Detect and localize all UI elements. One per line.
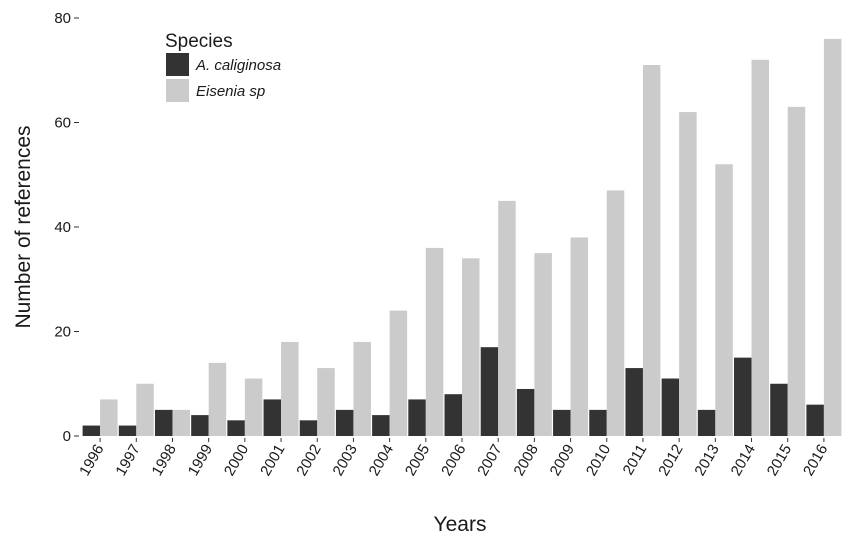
bar-a-caliginosa-2007 — [481, 347, 499, 436]
x-tick-label-2009: 2009 — [547, 442, 578, 479]
x-tick-label-2015: 2015 — [764, 442, 795, 479]
bar-eisenia-sp-2016 — [824, 39, 842, 436]
x-tick-label-2004: 2004 — [366, 442, 397, 479]
bar-a-caliginosa-2000 — [227, 420, 245, 436]
bar-a-caliginosa-2002 — [300, 420, 318, 436]
legend-title: Species — [165, 31, 233, 52]
y-tick-label-80: 80 — [54, 10, 71, 27]
bar-a-caliginosa-2003 — [336, 410, 354, 436]
bar-a-caliginosa-2006 — [445, 394, 463, 436]
x-axis-title: Years — [434, 513, 487, 536]
bar-eisenia-sp-2009 — [571, 237, 589, 436]
bar-a-caliginosa-1996 — [83, 426, 101, 436]
bar-eisenia-sp-2014 — [752, 60, 770, 436]
bar-eisenia-sp-2007 — [498, 201, 516, 436]
bar-eisenia-sp-2002 — [317, 368, 335, 436]
x-tick-label-2001: 2001 — [257, 442, 288, 479]
x-tick-label-2000: 2000 — [221, 442, 252, 479]
bar-eisenia-sp-2015 — [788, 107, 806, 436]
bar-eisenia-sp-1997 — [136, 384, 154, 436]
y-tick-label-40: 40 — [54, 219, 71, 236]
bar-a-caliginosa-2004 — [372, 415, 390, 436]
bar-eisenia-sp-2010 — [607, 190, 625, 436]
bar-a-caliginosa-1998 — [155, 410, 173, 436]
x-tick-label-2011: 2011 — [620, 442, 651, 478]
x-tick-label-2005: 2005 — [402, 442, 433, 479]
bar-eisenia-sp-2003 — [353, 342, 371, 436]
bar-a-caliginosa-1999 — [191, 415, 209, 436]
bar-a-caliginosa-2010 — [589, 410, 607, 436]
bar-a-caliginosa-2005 — [408, 399, 426, 436]
x-tick-label-2006: 2006 — [438, 442, 469, 479]
x-tick-label-2008: 2008 — [510, 442, 541, 479]
bar-a-caliginosa-2014 — [734, 358, 752, 436]
bar-a-caliginosa-2015 — [770, 384, 788, 436]
y-axis: 0 20 40 60 80 — [54, 10, 79, 445]
legend-swatch-eisenia-sp — [166, 79, 189, 102]
bar-eisenia-sp-2000 — [245, 379, 262, 436]
legend-swatch-a-caliginosa — [166, 53, 189, 76]
x-tick-label-1998: 1998 — [149, 442, 180, 479]
y-tick-label-20: 20 — [54, 324, 71, 341]
bar-eisenia-sp-2004 — [390, 311, 408, 436]
bar-a-caliginosa-2012 — [662, 379, 680, 436]
bar-a-caliginosa-2016 — [806, 405, 824, 436]
y-axis-title: Number of references — [12, 125, 35, 328]
bar-eisenia-sp-2001 — [281, 342, 299, 436]
x-tick-label-2007: 2007 — [474, 442, 505, 479]
bar-eisenia-sp-1999 — [209, 363, 227, 436]
x-tick-label-1997: 1997 — [112, 442, 143, 479]
y-tick-label-60: 60 — [54, 115, 71, 132]
bar-eisenia-sp-1996 — [100, 399, 118, 436]
x-axis: 1996 1997 1998 1999 2000 2001 2002 2003 2004 2005… — [76, 438, 831, 479]
legend-label-a-caliginosa: A. caliginosa — [195, 57, 281, 74]
bar-eisenia-sp-2012 — [679, 112, 697, 436]
x-tick-label-2003: 2003 — [329, 442, 360, 479]
x-tick-label-2010: 2010 — [583, 442, 614, 479]
legend-label-eisenia-sp: Eisenia sp — [196, 83, 265, 100]
x-tick-label-2012: 2012 — [655, 442, 686, 479]
bar-a-caliginosa-2013 — [698, 410, 716, 436]
bar-a-caliginosa-2011 — [625, 368, 643, 436]
x-tick-label-2016: 2016 — [800, 442, 831, 479]
bar-eisenia-sp-2011 — [643, 65, 661, 436]
bar-eisenia-sp-2006 — [462, 258, 480, 436]
bar-eisenia-sp-1998 — [172, 410, 190, 436]
bar-a-caliginosa-1997 — [119, 426, 137, 436]
x-tick-label-1999: 1999 — [185, 442, 216, 479]
y-tick-label-0: 0 — [63, 428, 71, 445]
bar-eisenia-sp-2013 — [715, 164, 733, 436]
bar-a-caliginosa-2001 — [264, 399, 282, 436]
legend: Species A. caliginosa Eisenia sp — [165, 31, 281, 102]
x-tick-label-1996: 1996 — [76, 442, 107, 479]
bar-a-caliginosa-2008 — [517, 389, 535, 436]
bar-a-caliginosa-2009 — [553, 410, 571, 436]
x-tick-label-2013: 2013 — [691, 442, 722, 479]
x-tick-label-2002: 2002 — [293, 442, 324, 479]
x-tick-label-2014: 2014 — [728, 442, 759, 479]
bar-eisenia-sp-2005 — [426, 248, 444, 436]
bar-eisenia-sp-2008 — [534, 253, 552, 436]
